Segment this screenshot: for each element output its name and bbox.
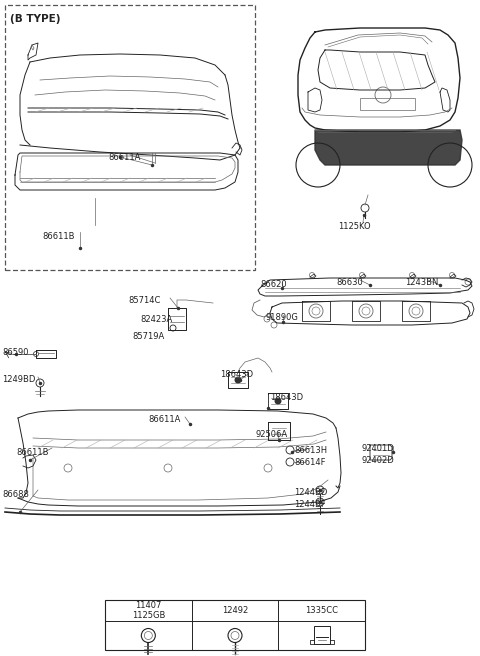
Text: 86611A: 86611A: [108, 153, 140, 162]
Text: 12492: 12492: [222, 606, 248, 615]
Text: 18643D: 18643D: [270, 393, 303, 402]
Text: (B TYPE): (B TYPE): [10, 14, 60, 24]
Text: 86611B: 86611B: [16, 448, 48, 457]
Circle shape: [275, 398, 281, 405]
Text: 1244BD: 1244BD: [294, 488, 327, 497]
Text: 11407
1125GB: 11407 1125GB: [132, 601, 165, 620]
Circle shape: [235, 377, 241, 384]
Text: 1244BF: 1244BF: [294, 500, 326, 509]
Text: 82423A: 82423A: [140, 315, 172, 324]
Text: 86630: 86630: [336, 278, 363, 287]
Text: 85714C: 85714C: [128, 296, 160, 305]
Text: 86611B: 86611B: [42, 232, 74, 241]
Text: 1335CC: 1335CC: [305, 606, 338, 615]
Text: 86611A: 86611A: [148, 415, 180, 424]
Text: 86590: 86590: [2, 348, 28, 357]
Text: 86614F: 86614F: [294, 458, 325, 467]
Text: 85719A: 85719A: [132, 332, 164, 341]
Text: 86688: 86688: [2, 490, 29, 499]
Polygon shape: [315, 130, 462, 165]
Text: 86620: 86620: [260, 280, 287, 289]
Text: 1125KO: 1125KO: [338, 222, 371, 231]
Text: 1249BD: 1249BD: [2, 375, 36, 384]
Text: 92402D: 92402D: [362, 456, 395, 465]
Bar: [360, 98, 415, 110]
Text: 92506A: 92506A: [255, 430, 287, 439]
Bar: [105, 600, 365, 650]
Text: 91890G: 91890G: [265, 313, 298, 322]
Text: 18643D: 18643D: [220, 370, 253, 379]
Text: 86613H: 86613H: [294, 446, 327, 455]
Text: 1243BN: 1243BN: [405, 278, 438, 287]
Text: 92401D: 92401D: [362, 444, 395, 453]
Bar: [313, 626, 330, 644]
